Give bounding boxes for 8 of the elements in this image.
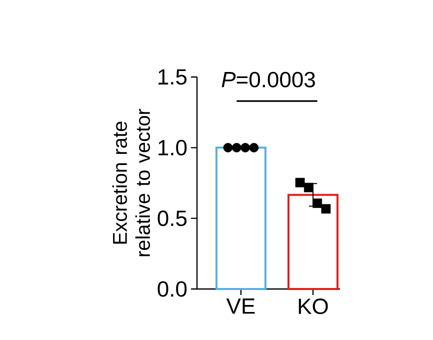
y-axis-title: Excretion rate relative to vector xyxy=(112,108,150,256)
x-tick-label: KO xyxy=(298,298,328,314)
annotation: P=0.0003 xyxy=(222,72,315,88)
x-tick-label: VE xyxy=(226,298,255,314)
y-tick-label: 0.5 xyxy=(158,210,187,226)
y-tick-label: 0.0 xyxy=(158,281,187,297)
y-tick-label: 1.5 xyxy=(158,69,187,85)
y-tick-label: 1.0 xyxy=(158,140,187,156)
